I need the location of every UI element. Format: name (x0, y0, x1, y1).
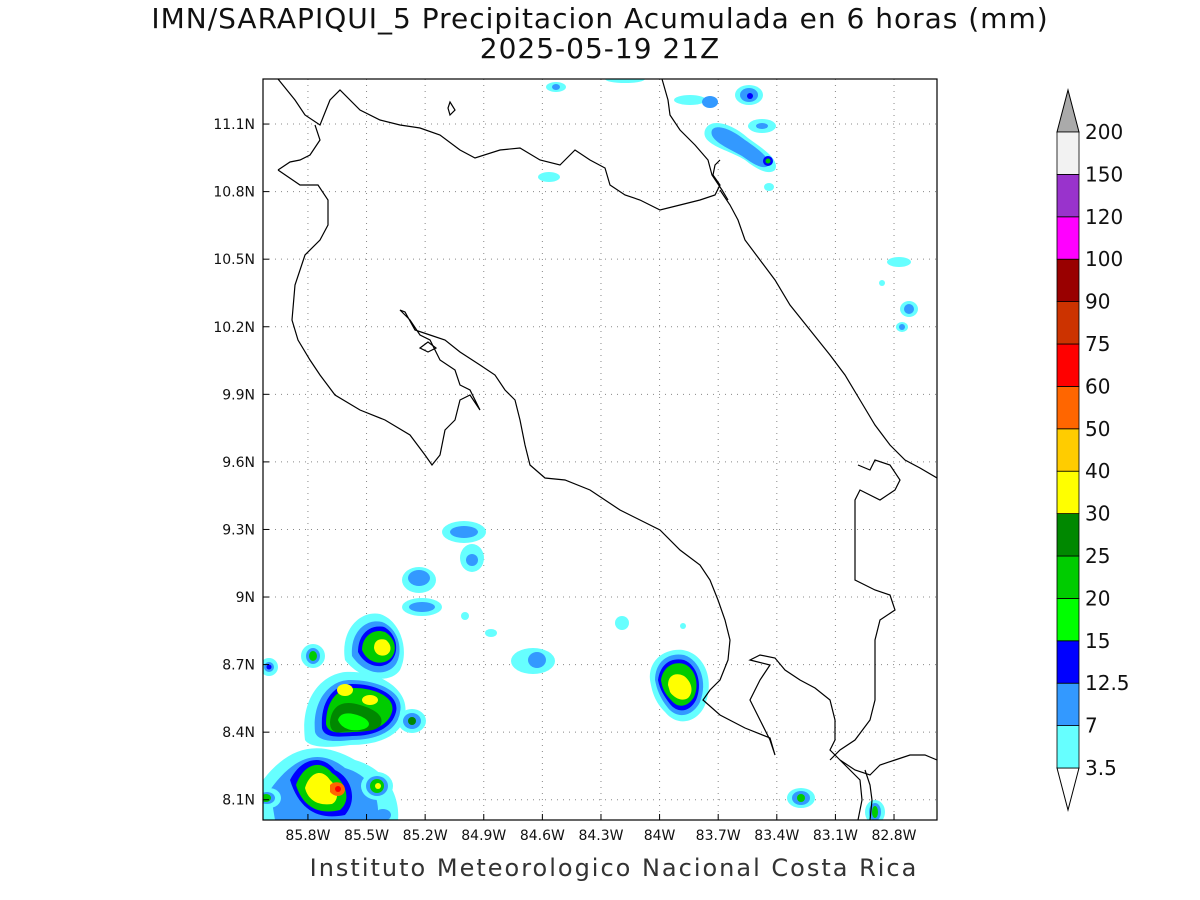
legend-level-label: 120 (1085, 205, 1123, 229)
legend-level-label: 3.5 (1085, 756, 1117, 780)
lat-tick-label: 10.5N (213, 252, 255, 268)
legend-level-label: 200 (1085, 120, 1123, 144)
legend-level-label: 25 (1085, 544, 1110, 568)
legend-swatch (1056, 258, 1080, 303)
legend-swatch (1056, 725, 1080, 769)
island-chira (418, 341, 438, 353)
lon-tick-label: 85.8W (285, 828, 330, 844)
legend-swatch (1056, 428, 1080, 472)
lat-tick-label: 10.2N (213, 320, 255, 336)
panama-pacific-coast (839, 754, 937, 776)
costa-rica-caribbean-coast (719, 189, 937, 479)
map-frame (262, 78, 938, 821)
lat-tick-label: 9.6N (222, 455, 255, 471)
legend-level-label: 90 (1085, 290, 1110, 314)
map-grid (263, 79, 937, 820)
rain-cell-north-cluster (344, 613, 404, 679)
legend-level-label: 50 (1085, 417, 1110, 441)
lon-tick-label: 84W (644, 828, 676, 844)
legend-swatch (1056, 343, 1080, 387)
map-credit: Instituto Meteorologico Nacional Costa R… (309, 854, 919, 882)
legend-level-label: 15 (1085, 629, 1110, 653)
lat-tick-label: 8.7N (222, 658, 255, 674)
rain-cell-southwest (263, 748, 399, 820)
legend-swatch (1056, 555, 1080, 599)
lat-tick-label: 9N (236, 590, 255, 606)
rain-cell-central-pacific (649, 649, 709, 722)
burica-peninsula (864, 769, 873, 820)
map-datetime: 2025-05-19 21Z (479, 32, 721, 65)
legend-swatch (1056, 513, 1080, 557)
map-title: IMN/SARAPIQUI_5 Precipitacion Acumulada … (151, 2, 1049, 35)
lon-tick-label: 82.8W (872, 828, 917, 844)
lat-tick-label: 8.1N (222, 793, 255, 809)
costa-rica-pacific-coast (277, 124, 863, 820)
legend-swatch (1056, 385, 1080, 430)
lon-tick-label: 85.5W (344, 828, 389, 844)
legend-level-label: 100 (1085, 247, 1123, 271)
legend-level-label: 7 (1085, 714, 1098, 738)
lon-tick-label: 84.9W (461, 828, 506, 844)
precipitation-field (263, 79, 918, 820)
legend-level-label: 20 (1085, 586, 1110, 610)
lon-tick-label: 84.6W (520, 828, 565, 844)
precipitation-legend: 3.5 7 12.5 15 20 25 30 40 50 60 75 90 100 120 150 200 (1056, 88, 1130, 812)
legend-swatch (1056, 682, 1080, 727)
coastlines (277, 79, 937, 820)
legend-level-label: 40 (1085, 459, 1110, 483)
legend-above-arrow (1056, 88, 1080, 133)
lat-tick-label: 8.4N (222, 725, 255, 741)
lat-tick-label: 10.8N (213, 185, 255, 201)
rain-cell-nicoya-offshore (304, 671, 406, 747)
lon-tick-label: 83.4W (754, 828, 799, 844)
lon-tick-label: 84.3W (578, 828, 623, 844)
legend-level-label: 60 (1085, 374, 1110, 398)
lon-tick-label: 85.2W (403, 828, 448, 844)
lat-tick-label: 11.1N (213, 117, 255, 133)
legend-swatch (1056, 301, 1080, 345)
legend-swatch (1056, 131, 1080, 175)
legend-swatch (1056, 598, 1080, 642)
nicaragua-caribbean-coast (661, 79, 729, 201)
lon-tick-label: 83.7W (696, 828, 741, 844)
lat-tick-label: 9.9N (222, 387, 255, 403)
lat-tick-label: 9.3N (222, 522, 255, 538)
legend-swatch (1056, 173, 1080, 218)
panama-border (829, 459, 901, 761)
axis-ticks: 85.8W 85.5W 85.2W 84.9W 84.6W 84.3W 84W 83.7W 83… (213, 117, 916, 844)
nicaragua-border (277, 79, 721, 211)
lon-tick-label: 83.1W (813, 828, 858, 844)
island-ometepe (447, 100, 456, 117)
legend-level-label: 30 (1085, 502, 1110, 526)
legend-level-label: 75 (1085, 332, 1110, 356)
legend-level-label: 150 (1085, 162, 1123, 186)
legend-swatch (1056, 640, 1080, 684)
rain-cell-small-south (361, 772, 393, 820)
legend-below-arrow (1056, 767, 1080, 812)
legend-level-label: 12.5 (1085, 671, 1130, 695)
legend-swatch (1056, 216, 1080, 260)
legend-swatch (1056, 470, 1080, 515)
